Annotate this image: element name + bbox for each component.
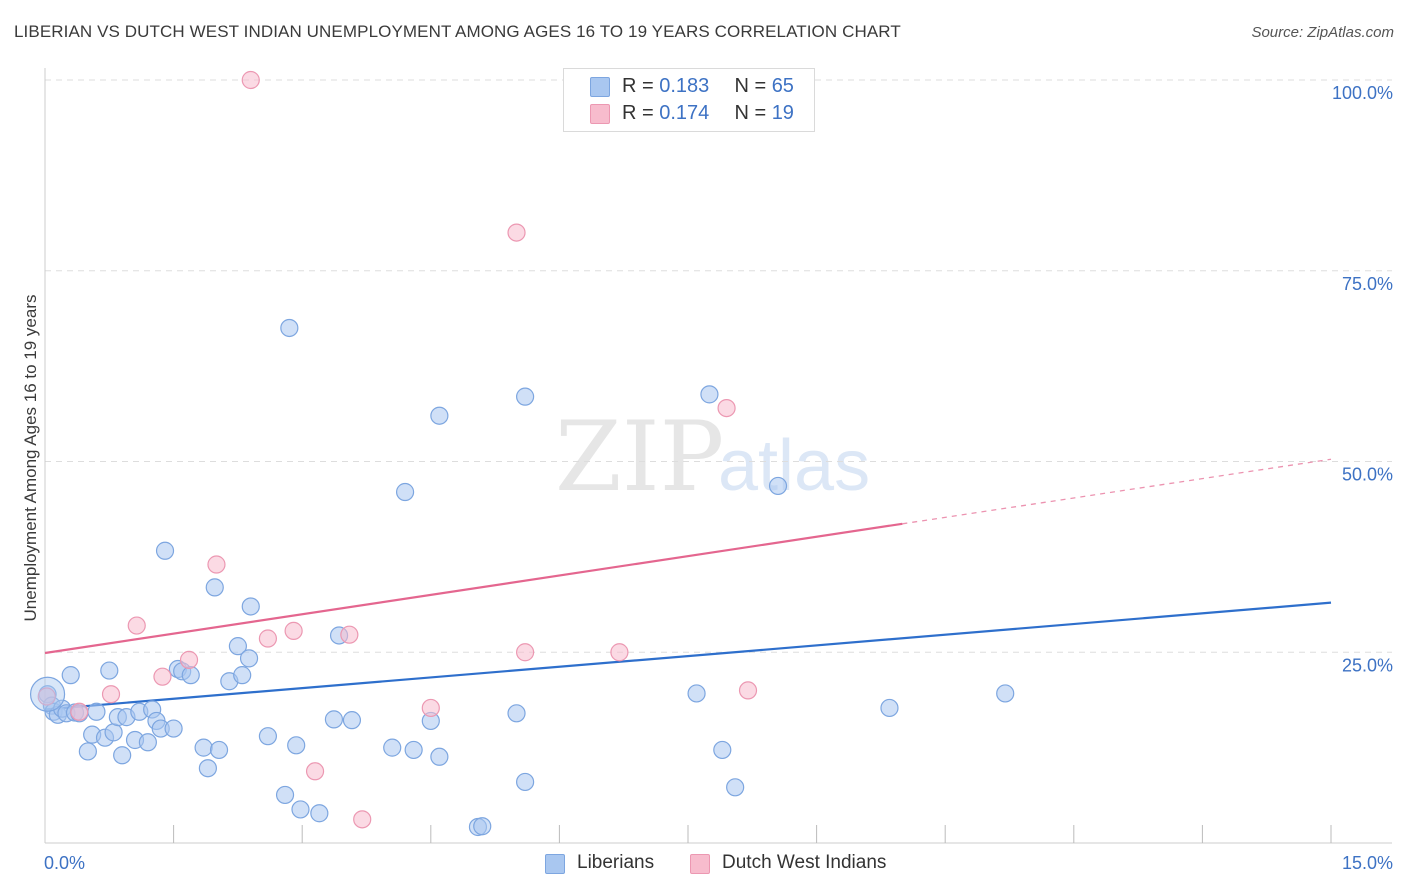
data-point-blue <box>516 772 535 792</box>
data-point-pink <box>179 650 199 669</box>
data-point-blue <box>687 684 706 703</box>
data-point-blue <box>430 747 449 766</box>
bottom-legend-liberians: Liberians <box>545 852 675 876</box>
data-point-pink <box>70 702 89 721</box>
data-point-blue <box>996 684 1015 703</box>
data-point-blue <box>713 740 732 760</box>
data-point-blue <box>395 482 415 502</box>
data-point-pink <box>421 698 440 718</box>
bottom-legend-dutch-west-indians: Dutch West Indians <box>690 852 910 876</box>
source-label: Source: ZipAtlas.com <box>1251 24 1394 41</box>
data-point-blue <box>138 733 157 752</box>
data-point-blue <box>241 597 260 616</box>
data-point-blue <box>880 698 899 718</box>
y-tick-label: 100.0% <box>1332 83 1393 103</box>
data-point-blue <box>205 578 224 597</box>
data-point-blue <box>233 666 252 685</box>
y-tick-label: 75.0% <box>1342 274 1393 294</box>
data-point-pink <box>101 685 121 704</box>
data-point-pink <box>738 681 758 700</box>
legend-n-label: N = <box>734 75 767 97</box>
legend-swatch-blue <box>545 854 565 874</box>
trend-lines <box>44 458 1332 711</box>
data-point-blue <box>342 711 362 730</box>
legend-r-label: R = <box>622 75 654 97</box>
data-point-pink <box>207 555 226 574</box>
legend-label-liberians: Liberians <box>577 852 655 873</box>
data-point-blue <box>61 666 80 685</box>
y-tick-label: 50.0% <box>1342 465 1393 485</box>
data-point-blue <box>768 476 788 496</box>
data-point-blue <box>324 710 344 729</box>
data-point-blue <box>104 723 123 742</box>
legend-n-value: 65 <box>771 75 794 97</box>
data-point-blue <box>194 738 213 757</box>
data-point-blue <box>473 817 492 836</box>
data-point-pink <box>153 667 172 686</box>
data-point-pink <box>37 687 56 706</box>
data-point-blue <box>383 738 402 757</box>
data-point-pink <box>353 810 372 829</box>
data-point-blue <box>310 804 329 823</box>
data-point-blue <box>287 736 306 755</box>
data-point-pink <box>127 616 146 635</box>
data-point-blue <box>280 318 299 338</box>
tick-labels: 25.0% 50.0% 75.0% 100.0% 0.0% 15.0% <box>44 83 1393 873</box>
data-point-blue <box>113 746 132 765</box>
data-point-pink <box>305 762 325 781</box>
data-point-blue <box>78 742 97 761</box>
data-point-blue <box>258 727 278 746</box>
legend-n-label: N = <box>734 102 767 124</box>
data-point-blue <box>164 719 183 738</box>
gridlines <box>45 79 1392 653</box>
data-point-pink <box>516 643 535 662</box>
data-point-pink <box>507 223 526 242</box>
data-point-large-blue <box>29 676 66 712</box>
correlation-legend: R = 0.183 N = 65 R = 0.174 N = 19 <box>563 68 815 132</box>
watermark-zip: ZIP <box>555 401 724 513</box>
legend-swatch-pink <box>690 854 710 874</box>
trend-line-pink <box>44 522 903 655</box>
data-point-pink <box>340 625 359 644</box>
data-point-blue <box>430 406 449 425</box>
data-point-blue <box>209 740 229 760</box>
data-point-blue <box>275 785 295 805</box>
data-point-blue <box>100 661 119 680</box>
data-point-blue <box>87 702 106 721</box>
trend-line-blue <box>44 601 1332 711</box>
legend-swatch-blue <box>590 77 610 97</box>
legend-r-label: R = <box>622 102 654 124</box>
data-point-blue <box>726 778 745 797</box>
data-point-blue <box>516 387 535 406</box>
data-point-pink <box>717 398 736 418</box>
y-axis-title: Unemployment Among Ages 16 to 19 years <box>21 294 40 622</box>
data-points <box>29 70 1015 837</box>
data-point-pink <box>610 643 629 662</box>
data-point-blue <box>198 759 217 778</box>
data-point-blue <box>181 666 200 685</box>
data-point-blue <box>700 385 719 404</box>
x-tick-label: 0.0% <box>44 853 85 873</box>
legend-r-value: 0.183 <box>659 75 710 97</box>
legend-swatch-pink <box>590 104 610 124</box>
data-point-blue <box>507 704 526 723</box>
data-point-pink <box>241 70 260 90</box>
data-point-blue <box>404 740 423 760</box>
watermark-atlas: atlas <box>718 426 870 506</box>
legend-n-value: 19 <box>771 102 794 124</box>
x-tick-label: 15.0% <box>1342 853 1393 873</box>
trend-line-dashed-pink <box>902 458 1332 525</box>
data-point-blue <box>228 637 247 656</box>
chart-title: LIBERIAN VS DUTCH WEST INDIAN UNEMPLOYME… <box>14 22 901 41</box>
data-point-pink <box>258 629 278 648</box>
y-tick-label: 25.0% <box>1342 655 1393 675</box>
legend-r-value: 0.174 <box>659 102 710 124</box>
data-point-blue <box>291 800 310 819</box>
data-point-blue <box>239 649 259 668</box>
data-point-blue <box>155 541 175 560</box>
data-point-pink <box>284 621 303 640</box>
legend-label-dutch-west-indians: Dutch West Indians <box>722 852 887 873</box>
